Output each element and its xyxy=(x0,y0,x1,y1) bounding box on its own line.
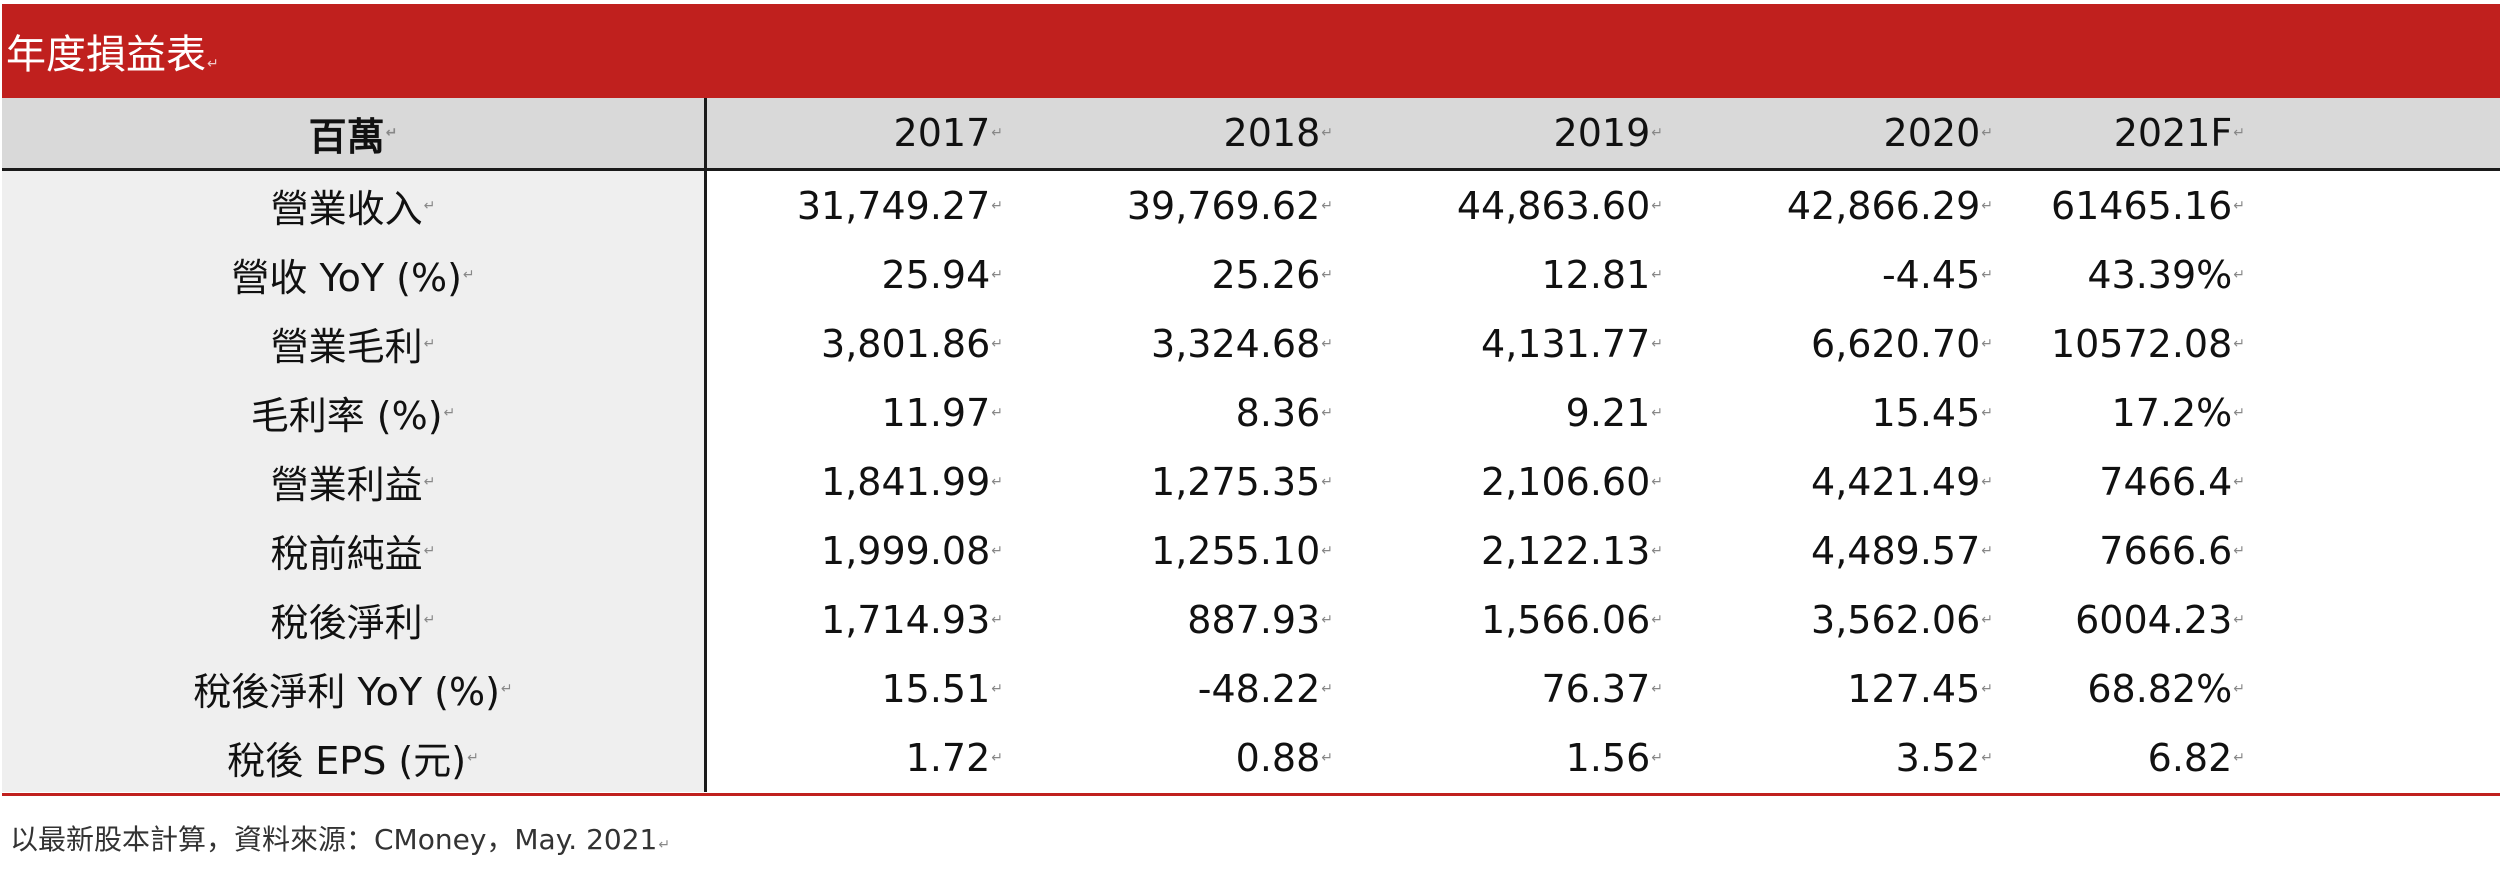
table-cell: 68.82% ↵ xyxy=(2087,666,2245,711)
row-label: 營業收入 ↵ xyxy=(2,171,707,240)
table-cell: 8.36 ↵ xyxy=(1235,390,1333,435)
table-cell: 1.72 ↵ xyxy=(905,735,1003,780)
table-body: 營業收入 ↵ 31,749.27 ↵ 39,769.62 ↵ 44,863.60 ↵ 4… xyxy=(2,171,2500,796)
table-cell: 4,421.49 ↵ xyxy=(1811,459,1993,504)
table-cell: 1,566.06 ↵ xyxy=(1481,597,1663,642)
table-cell: 1,841.99 ↵ xyxy=(821,459,1003,504)
row-label: 營業毛利 ↵ xyxy=(2,309,707,378)
table-cell: 1.56 ↵ xyxy=(1565,735,1663,780)
table-cell: 17.2% ↵ xyxy=(2111,390,2245,435)
table-cell: 12.81 ↵ xyxy=(1541,252,1663,297)
table-cell: 6,620.70 ↵ xyxy=(1811,321,1993,366)
table-cell: -48.22 ↵ xyxy=(1197,666,1333,711)
year-header-2021f: 2021F ↵ xyxy=(2113,111,2245,155)
table-cell: 7466.4 ↵ xyxy=(2099,459,2245,504)
table-row: 營收 YoY (%) ↵ 25.94 ↵ 25.26 ↵ 12.81 ↵ -4.45 ↵ … xyxy=(2,240,2500,309)
table-cell: 25.26 ↵ xyxy=(1211,252,1333,297)
table-cell: 6004.23 ↵ xyxy=(2075,597,2245,642)
table-cell: 76.37 ↵ xyxy=(1541,666,1663,711)
table-cell: 4,131.77 ↵ xyxy=(1481,321,1663,366)
table-cell: 61465.16 ↵ xyxy=(2050,183,2245,228)
table-cell: 1,275.35 ↵ xyxy=(1151,459,1333,504)
row-label: 營業利益 ↵ xyxy=(2,447,707,516)
row-label: 稅前純益 ↵ xyxy=(2,516,707,585)
table-row: 毛利率 (%) ↵ 11.97 ↵ 8.36 ↵ 9.21 ↵ 15.45 ↵ 17.2%… xyxy=(2,378,2500,447)
table-cell: 3,801.86 ↵ xyxy=(821,321,1003,366)
table-header-row: 百萬 ↵ 2017 ↵ 2018 ↵ 2019 ↵ 2020 ↵ 2021F ↵ xyxy=(2,98,2500,171)
table-title: 年度損益表↵ xyxy=(6,32,219,78)
table-cell: 11.97 ↵ xyxy=(881,390,1003,435)
table-cell: 10572.08 ↵ xyxy=(2050,321,2245,366)
row-label: 營收 YoY (%) ↵ xyxy=(2,240,707,309)
table-cell: 1,999.08 ↵ xyxy=(821,528,1003,573)
table-cell: 3,324.68 ↵ xyxy=(1151,321,1333,366)
table-cell: 25.94 ↵ xyxy=(881,252,1003,297)
table-row: 稅後淨利 ↵ 1,714.93 ↵ 887.93 ↵ 1,566.06 ↵ 3,562.… xyxy=(2,585,2500,654)
table-cell: 15.45 ↵ xyxy=(1871,390,1993,435)
table-cell: 43.39% ↵ xyxy=(2087,252,2245,297)
table-cell: 3.52 ↵ xyxy=(1895,735,1993,780)
table-row: 營業收入 ↵ 31,749.27 ↵ 39,769.62 ↵ 44,863.60 ↵ 4… xyxy=(2,171,2500,240)
row-label: 稅後 EPS (元) ↵ xyxy=(2,723,707,792)
row-label: 毛利率 (%) ↵ xyxy=(2,378,707,447)
source-footnote: 以最新股本計算，資料來源：CMoney，May. 2021↵ xyxy=(10,823,671,856)
year-header-2018: 2018 ↵ xyxy=(1223,111,1333,155)
table-cell: 7666.6 ↵ xyxy=(2099,528,2245,573)
table-cell: 127.45 ↵ xyxy=(1847,666,1993,711)
table-cell: 3,562.06 ↵ xyxy=(1811,597,1993,642)
year-header-2020: 2020 ↵ xyxy=(1883,111,1993,155)
table-row: 稅前純益 ↵ 1,999.08 ↵ 1,255.10 ↵ 2,122.13 ↵ 4,48… xyxy=(2,516,2500,585)
table-row: 營業利益 ↵ 1,841.99 ↵ 1,275.35 ↵ 2,106.60 ↵ 4,42… xyxy=(2,447,2500,516)
table-cell: 887.93 ↵ xyxy=(1187,597,1333,642)
table-cell: 2,122.13 ↵ xyxy=(1481,528,1663,573)
title-bar: 年度損益表↵ xyxy=(2,4,2500,98)
table-row: 營業毛利 ↵ 3,801.86 ↵ 3,324.68 ↵ 4,131.77 ↵ 6,62… xyxy=(2,309,2500,378)
table-cell: 9.21 ↵ xyxy=(1565,390,1663,435)
table-cell: 4,489.57 ↵ xyxy=(1811,528,1993,573)
table-row: 稅後淨利 YoY (%) ↵ 15.51 ↵ -48.22 ↵ 76.37 ↵ 127.… xyxy=(2,654,2500,723)
table-cell: 1,714.93 ↵ xyxy=(821,597,1003,642)
table-cell: -4.45 ↵ xyxy=(1881,252,1993,297)
table-cell: 2,106.60 ↵ xyxy=(1481,459,1663,504)
unit-header: 百萬 ↵ xyxy=(2,98,707,168)
table-cell: 1,255.10 ↵ xyxy=(1151,528,1333,573)
table-cell: 39,769.62 ↵ xyxy=(1126,183,1333,228)
table-cell: 44,863.60 ↵ xyxy=(1456,183,1663,228)
row-label: 稅後淨利 ↵ xyxy=(2,585,707,654)
row-label: 稅後淨利 YoY (%) ↵ xyxy=(2,654,707,723)
table-row: 稅後 EPS (元) ↵ 1.72 ↵ 0.88 ↵ 1.56 ↵ 3.52 ↵ 6.82… xyxy=(2,723,2500,792)
table-cell: 0.88 ↵ xyxy=(1235,735,1333,780)
year-header-2017: 2017 ↵ xyxy=(893,111,1003,155)
table-cell: 6.82 ↵ xyxy=(2147,735,2245,780)
table-cell: 42,866.29 ↵ xyxy=(1786,183,1993,228)
table-cell: 15.51 ↵ xyxy=(881,666,1003,711)
table-cell: 31,749.27 ↵ xyxy=(796,183,1003,228)
year-header-2019: 2019 ↵ xyxy=(1553,111,1663,155)
